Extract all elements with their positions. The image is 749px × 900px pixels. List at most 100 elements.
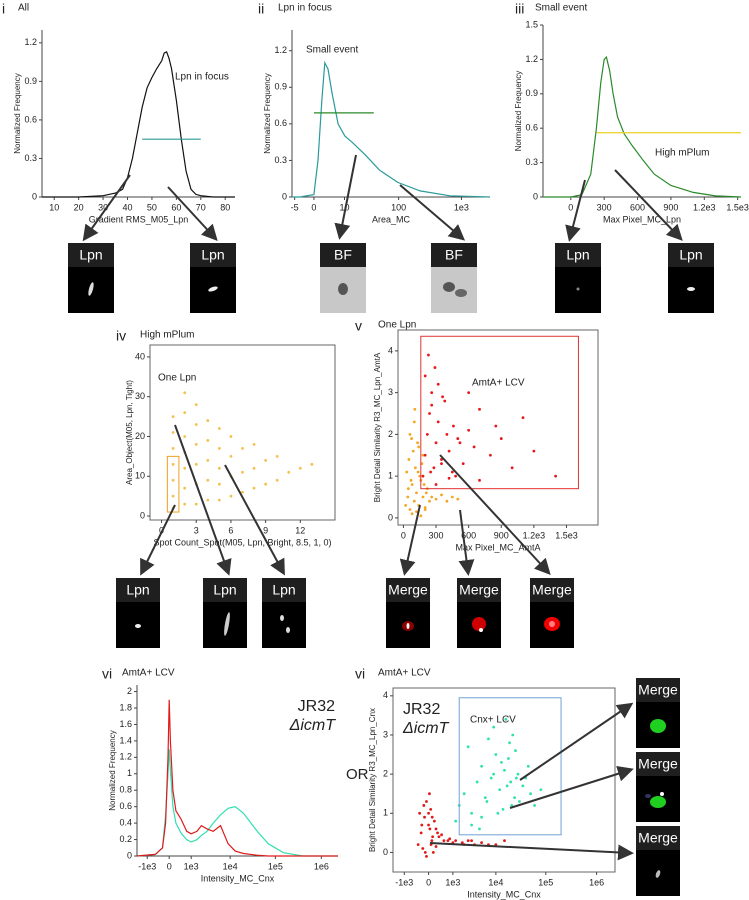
gate bbox=[458, 697, 562, 836]
point bbox=[420, 823, 424, 827]
point bbox=[252, 443, 256, 446]
arrow bbox=[509, 765, 634, 809]
point bbox=[429, 470, 433, 474]
point bbox=[452, 424, 455, 428]
point bbox=[416, 843, 420, 846]
point bbox=[503, 768, 506, 772]
y-axis-title: Normalized Frequency bbox=[514, 71, 523, 151]
point bbox=[428, 827, 432, 831]
panel-label: ii bbox=[258, 1, 264, 17]
arrow bbox=[167, 186, 218, 241]
point bbox=[171, 494, 175, 498]
thumb-label: Lpn bbox=[679, 247, 702, 263]
point bbox=[415, 491, 418, 495]
point bbox=[421, 453, 425, 457]
x-tick-label: -1e3 bbox=[138, 861, 156, 871]
y-tick-label: 0 bbox=[533, 191, 538, 201]
point bbox=[445, 499, 449, 503]
gate-label: Cnx+ LCV bbox=[470, 715, 516, 726]
panel-title: All bbox=[18, 3, 29, 14]
point bbox=[427, 811, 430, 815]
point bbox=[467, 428, 471, 432]
thumb-object bbox=[687, 287, 695, 291]
thumb-header bbox=[530, 578, 574, 602]
point bbox=[456, 497, 460, 501]
point bbox=[217, 427, 221, 430]
point bbox=[421, 847, 425, 850]
thumb-label: Merge bbox=[459, 582, 499, 598]
y-tick-label: 0.9 bbox=[274, 82, 287, 92]
legend-entry: JR32 bbox=[403, 701, 440, 718]
x-axis-title: Gradient RMS_M05_Lpn bbox=[89, 214, 189, 224]
thumb-header bbox=[668, 243, 714, 267]
point bbox=[480, 764, 483, 768]
y-tick-label: 0.4 bbox=[119, 817, 132, 827]
x-axis-title: Intensity_MC_Cnx bbox=[467, 889, 541, 899]
point bbox=[521, 784, 525, 788]
point bbox=[408, 508, 412, 511]
point bbox=[513, 796, 516, 800]
point bbox=[514, 749, 517, 753]
point bbox=[488, 453, 492, 457]
y-tick-label: 0 bbox=[282, 191, 287, 201]
point bbox=[434, 497, 438, 501]
point bbox=[206, 498, 210, 502]
y-tick-label: 0.2 bbox=[119, 834, 132, 844]
x-tick-label: 300 bbox=[429, 530, 444, 540]
point bbox=[194, 462, 198, 466]
arrow bbox=[519, 702, 634, 781]
point bbox=[413, 466, 417, 470]
thumb-label: Merge bbox=[638, 682, 678, 698]
y-tick-label: 2 bbox=[383, 769, 388, 779]
point bbox=[422, 483, 426, 486]
point bbox=[505, 784, 509, 788]
point bbox=[194, 423, 198, 426]
point bbox=[183, 411, 187, 415]
point bbox=[526, 764, 530, 768]
thumb-label: Merge bbox=[638, 756, 678, 772]
y-tick-label: 0.3 bbox=[24, 153, 37, 163]
panel-label: vi bbox=[102, 666, 112, 682]
point bbox=[529, 792, 532, 796]
point bbox=[494, 424, 498, 428]
point bbox=[183, 486, 187, 490]
point bbox=[423, 374, 427, 378]
point bbox=[410, 512, 414, 516]
point bbox=[494, 753, 498, 756]
y-tick-label: 10 bbox=[135, 471, 145, 481]
thumb-header bbox=[116, 578, 160, 602]
y-tick-label: 0.6 bbox=[274, 118, 287, 128]
point bbox=[532, 449, 536, 453]
thumb-object bbox=[455, 289, 467, 297]
legend-entry: JR32 bbox=[298, 698, 335, 715]
point bbox=[252, 486, 256, 490]
point bbox=[450, 470, 454, 474]
point bbox=[498, 788, 502, 792]
point bbox=[194, 502, 198, 506]
point bbox=[416, 470, 420, 474]
panel-label: i bbox=[2, 1, 5, 17]
y-tick-label: 0.9 bbox=[525, 88, 538, 98]
y-tick-label: 0.9 bbox=[24, 76, 37, 86]
thumb-object bbox=[650, 719, 666, 733]
point bbox=[206, 439, 210, 442]
gate-label: AmtA+ LCV bbox=[472, 378, 525, 389]
point bbox=[430, 403, 434, 407]
x-tick-label: 10 bbox=[339, 202, 349, 212]
point bbox=[425, 800, 428, 803]
y-tick-label: 30 bbox=[135, 391, 145, 401]
point bbox=[430, 391, 434, 395]
thumb-label: Lpn bbox=[126, 582, 149, 598]
point bbox=[421, 474, 425, 478]
point bbox=[442, 839, 446, 843]
x-tick-label: 70 bbox=[196, 202, 206, 212]
thumb-header bbox=[203, 578, 247, 602]
x-tick-label: 600 bbox=[630, 202, 645, 212]
point bbox=[287, 470, 291, 474]
point bbox=[454, 839, 458, 843]
point bbox=[430, 839, 434, 843]
point bbox=[467, 391, 471, 395]
arrow bbox=[224, 464, 285, 576]
thumb-image bbox=[431, 267, 477, 313]
arrow bbox=[565, 179, 586, 242]
